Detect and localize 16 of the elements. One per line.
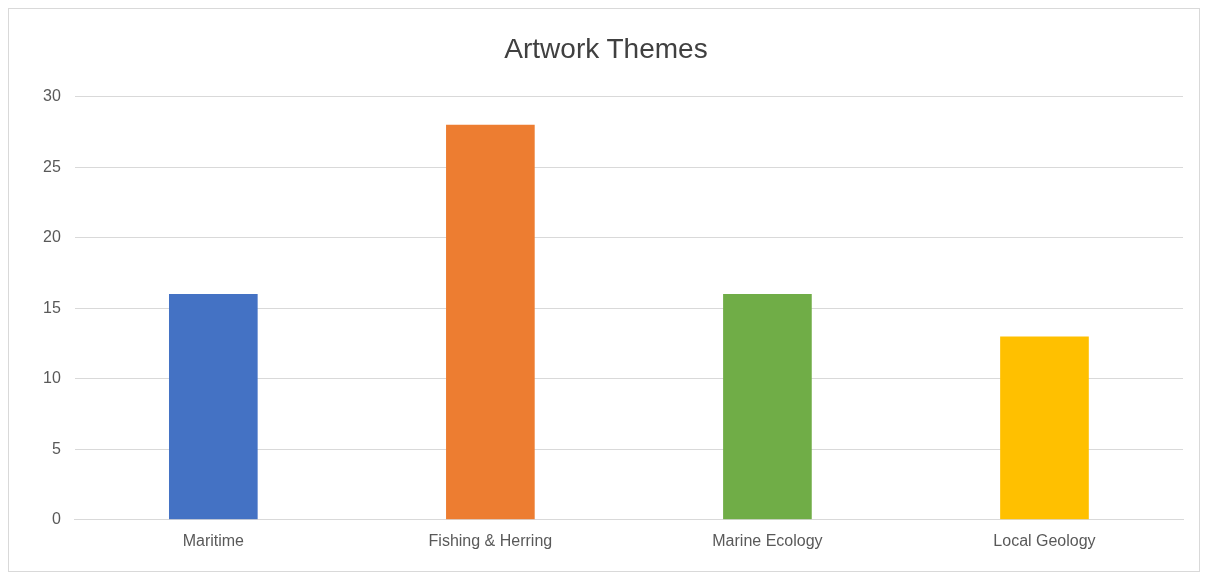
chart-title: Artwork Themes <box>504 32 708 64</box>
y-tick-label: 0 <box>51 510 61 528</box>
x-tick-label: Marine Ecology <box>712 531 823 549</box>
x-tick-label: Fishing & Herring <box>428 531 553 549</box>
bar <box>168 294 258 520</box>
y-tick-label: 5 <box>51 439 61 457</box>
y-tick-label: 25 <box>43 157 61 175</box>
y-tick-label: 10 <box>43 369 61 387</box>
bar <box>446 124 535 520</box>
y-tick-label: 30 <box>43 87 61 105</box>
x-tick-label: Maritime <box>182 531 245 549</box>
y-tick-label: 15 <box>43 298 61 316</box>
bar <box>723 294 812 520</box>
bar <box>1000 336 1089 520</box>
y-tick-label: 20 <box>43 228 61 246</box>
x-tick-label: Local Geology <box>993 531 1096 549</box>
